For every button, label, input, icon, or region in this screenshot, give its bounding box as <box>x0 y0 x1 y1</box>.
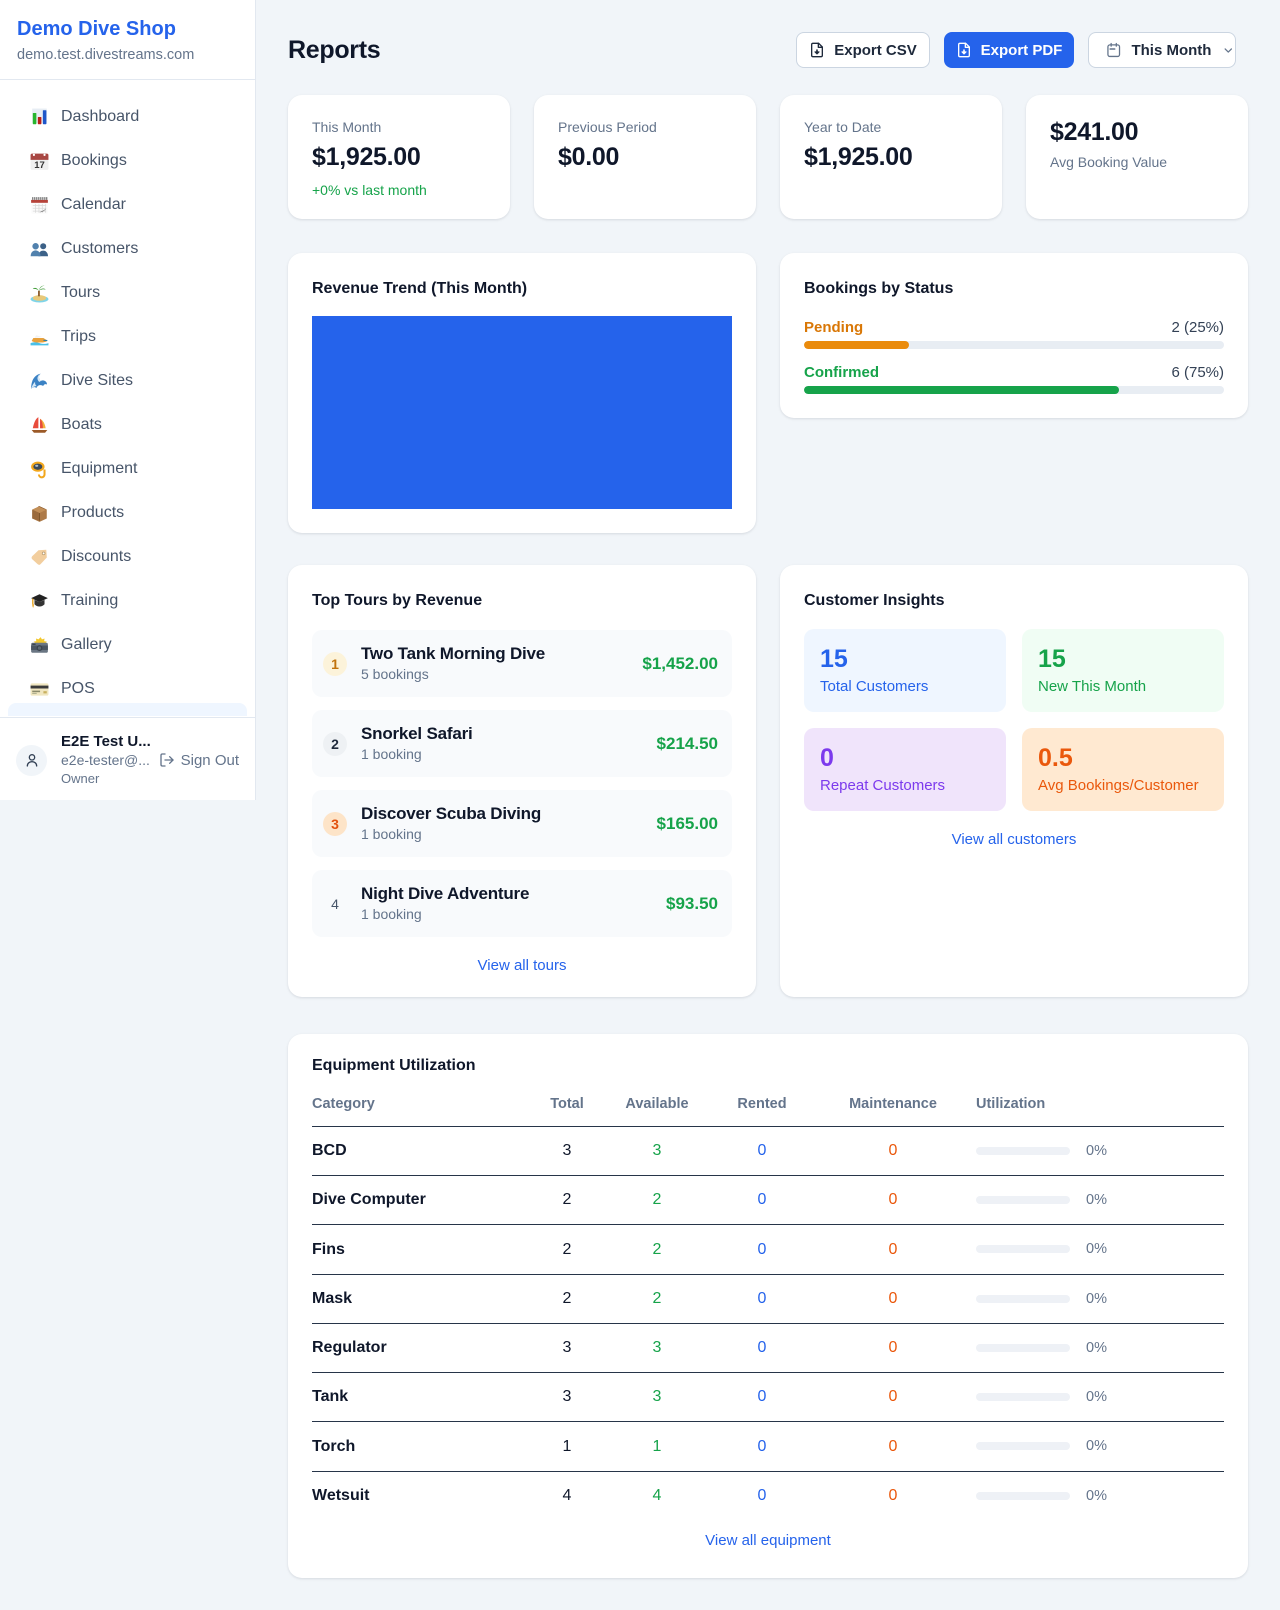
svg-text:17: 17 <box>34 159 45 170</box>
